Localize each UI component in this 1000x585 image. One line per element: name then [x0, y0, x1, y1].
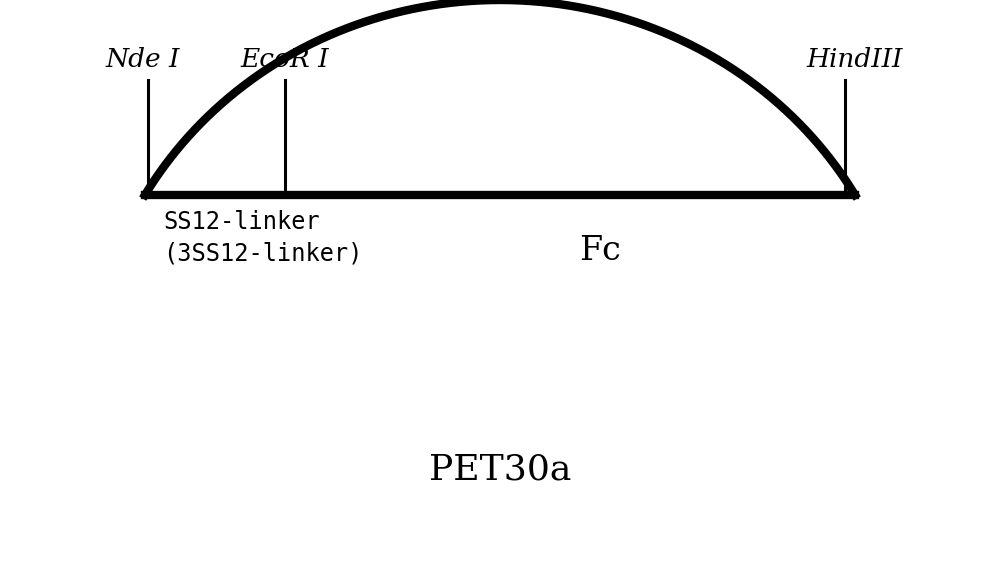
Text: Fc: Fc: [579, 235, 621, 267]
Text: SS12-linker
(3SS12-linker): SS12-linker (3SS12-linker): [163, 210, 362, 266]
Text: EcoR I: EcoR I: [241, 47, 329, 72]
Text: PET30a: PET30a: [429, 453, 571, 487]
Text: Nde I: Nde I: [106, 47, 180, 72]
Text: HindIII: HindIII: [807, 47, 903, 72]
